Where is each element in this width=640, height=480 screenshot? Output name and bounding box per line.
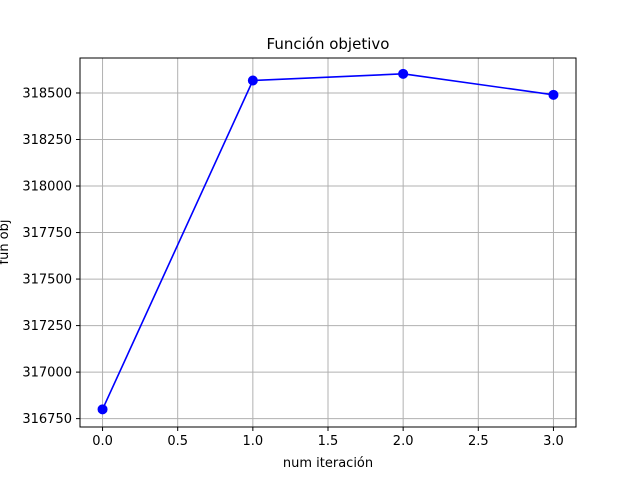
data-point (97, 404, 108, 415)
y-tick-label: 317500 (22, 273, 72, 288)
chart-title: Función objetivo (267, 35, 390, 53)
ticks: 0.0 0.5 1.0 1.5 2.0 2.5 3.0 316750 317000 317250 3… (22, 86, 563, 449)
y-tick-label: 318500 (22, 86, 72, 101)
y-tick-label: 317750 (22, 226, 72, 241)
y-axis-title: fun obj (0, 219, 12, 264)
x-tick-label: 1.0 (243, 434, 264, 449)
series-line (101, 73, 554, 410)
data-point (398, 68, 409, 79)
y-tick-label: 317250 (22, 319, 72, 334)
x-axis-title: num iteración (283, 456, 373, 471)
x-tick-label: 0.0 (92, 434, 113, 449)
x-tick-label: 1.5 (318, 434, 339, 449)
y-tick-label: 317000 (22, 366, 72, 381)
series-layer (97, 68, 559, 415)
x-tick-label: 3.0 (543, 434, 564, 449)
x-tick-label: 2.5 (468, 434, 489, 449)
data-point (548, 89, 559, 100)
y-tick-label: 318250 (22, 133, 72, 148)
y-tick-label: 316750 (22, 412, 72, 427)
x-tick-label: 2.0 (393, 434, 414, 449)
y-tick-label: 318000 (22, 180, 72, 195)
x-tick-label: 0.5 (167, 434, 188, 449)
data-point (247, 75, 258, 86)
